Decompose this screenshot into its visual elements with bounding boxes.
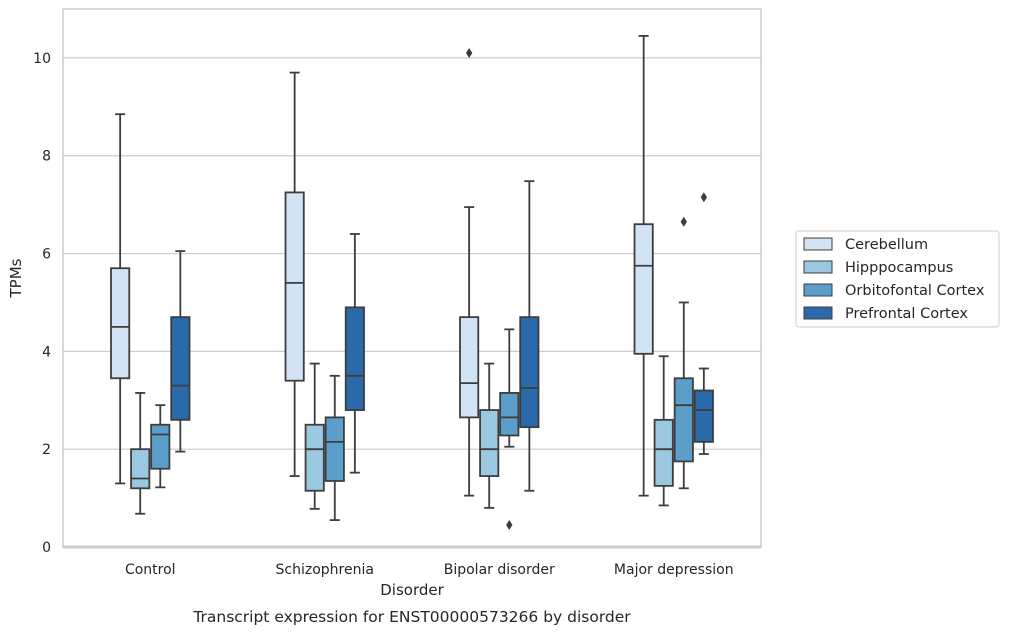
box-2-0 bbox=[150, 404, 171, 489]
box-0-2 bbox=[459, 48, 480, 497]
x-tick-label-1: Schizophrenia bbox=[276, 562, 374, 578]
legend: Cerebellum Hipppocampus Orbitofontal Corte… bbox=[795, 230, 1000, 328]
y-tick-label-3: 6 bbox=[42, 247, 51, 263]
box-3-0 bbox=[170, 250, 191, 453]
y-tick-label-1: 2 bbox=[42, 442, 51, 458]
legend-label-1: Hipppocampus bbox=[845, 260, 953, 276]
box-3-2 bbox=[519, 180, 540, 492]
box-0-1 bbox=[284, 71, 305, 477]
box-1-3 bbox=[653, 355, 674, 507]
y-tick-label-0: 0 bbox=[42, 540, 51, 556]
box-rect bbox=[499, 392, 520, 437]
box-2-1 bbox=[324, 374, 345, 521]
box-rect bbox=[304, 423, 325, 492]
legend-label-0: Cerebellum bbox=[845, 237, 928, 253]
y-tick-label-4: 8 bbox=[42, 149, 51, 165]
outlier-point-0 bbox=[700, 192, 708, 203]
box-rect bbox=[519, 316, 540, 429]
box-rect bbox=[633, 223, 654, 355]
y-axis-ticks: 0 2 4 6 8 10 bbox=[33, 51, 51, 556]
grid-lines bbox=[63, 57, 761, 450]
box-rect bbox=[170, 316, 191, 421]
box-rect bbox=[150, 423, 171, 470]
y-tick-label-5: 10 bbox=[33, 51, 51, 67]
x-axis-title: Disorder bbox=[380, 581, 444, 599]
box-rect bbox=[693, 389, 714, 443]
legend-label-2: Orbitofontal Cortex bbox=[845, 283, 985, 299]
legend-swatch-1 bbox=[803, 260, 833, 274]
box-rect bbox=[324, 416, 345, 482]
legend-label-3: Prefrontal Cortex bbox=[845, 306, 968, 322]
x-axis-ticks: Control Schizophrenia Bipolar disorder Majo… bbox=[125, 562, 734, 578]
box-2-2 bbox=[499, 328, 520, 530]
legend-swatch-3 bbox=[803, 306, 833, 320]
chart-caption: Transcript expression for ENST0000057326… bbox=[192, 608, 631, 626]
legend-frame bbox=[795, 230, 1000, 328]
box-1-1 bbox=[304, 362, 325, 510]
box-rect bbox=[130, 448, 151, 490]
box-rect bbox=[110, 267, 131, 380]
box-1-0 bbox=[130, 392, 151, 515]
box-rect bbox=[284, 191, 305, 382]
legend-swatch-0 bbox=[803, 237, 833, 251]
box-1-2 bbox=[479, 362, 500, 509]
box-plot-series bbox=[110, 35, 714, 530]
box-2-3 bbox=[673, 216, 694, 490]
box-0-0 bbox=[110, 113, 131, 485]
outlier-point-0 bbox=[465, 48, 473, 59]
outlier-point-0 bbox=[506, 519, 513, 530]
outlier-point-0 bbox=[680, 216, 687, 227]
box-rect bbox=[459, 316, 480, 419]
box-rect bbox=[479, 409, 500, 477]
y-axis-title: TPMs bbox=[7, 258, 25, 298]
box-rect bbox=[673, 377, 694, 463]
legend-swatch-2 bbox=[803, 283, 833, 297]
box-0-3 bbox=[633, 35, 654, 497]
x-tick-label-2: Bipolar disorder bbox=[444, 562, 555, 578]
box-3-1 bbox=[344, 233, 365, 474]
x-tick-label-0: Control bbox=[125, 562, 176, 578]
box-rect bbox=[653, 418, 674, 487]
box-rect bbox=[344, 306, 365, 411]
box-3-3 bbox=[693, 192, 714, 455]
y-tick-label-2: 4 bbox=[42, 344, 51, 360]
x-tick-label-3: Major depression bbox=[614, 562, 734, 578]
